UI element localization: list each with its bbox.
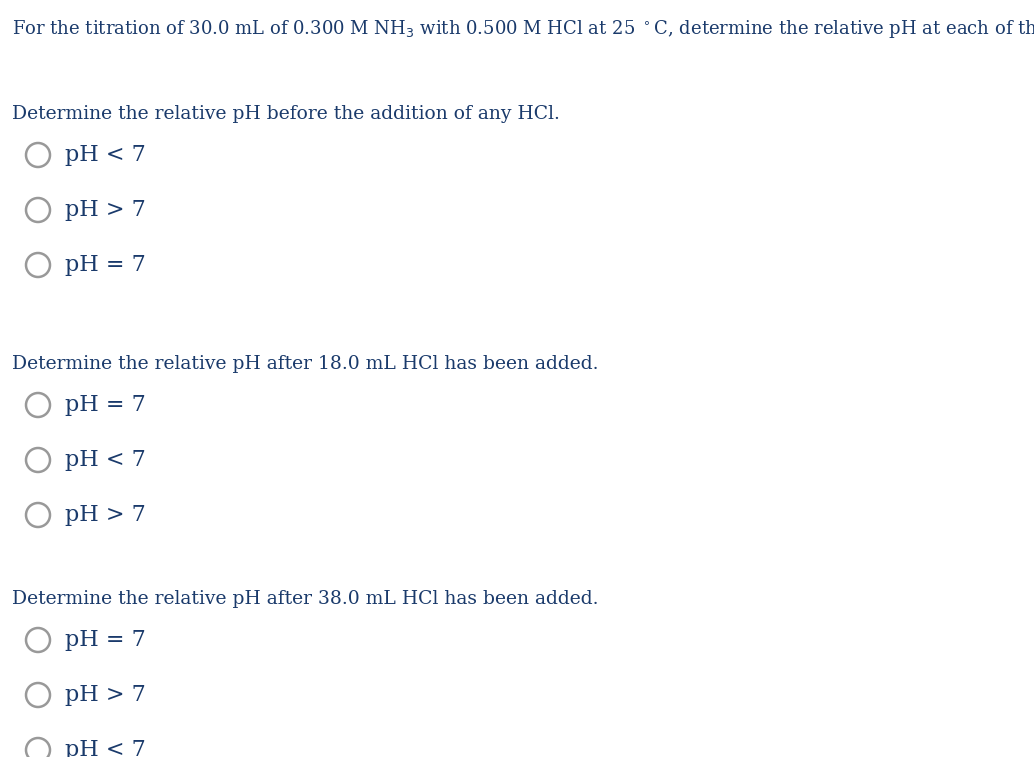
Text: pH = 7: pH = 7 (65, 629, 146, 651)
Text: Determine the relative pH after 18.0 mL HCl has been added.: Determine the relative pH after 18.0 mL … (12, 355, 599, 373)
Text: Determine the relative pH after 38.0 mL HCl has been added.: Determine the relative pH after 38.0 mL … (12, 590, 599, 608)
Text: pH = 7: pH = 7 (65, 394, 146, 416)
Text: pH > 7: pH > 7 (65, 684, 146, 706)
Text: pH = 7: pH = 7 (65, 254, 146, 276)
Text: pH < 7: pH < 7 (65, 739, 146, 757)
Text: Determine the relative pH before the addition of any HCl.: Determine the relative pH before the add… (12, 105, 559, 123)
Text: pH > 7: pH > 7 (65, 199, 146, 221)
Text: For the titration of 30.0 mL of 0.300 M NH$_3$ with 0.500 M HCl at 25 $^\circ$C,: For the titration of 30.0 mL of 0.300 M … (12, 18, 1034, 40)
Text: pH < 7: pH < 7 (65, 144, 146, 166)
Text: pH < 7: pH < 7 (65, 449, 146, 471)
Text: pH > 7: pH > 7 (65, 504, 146, 526)
